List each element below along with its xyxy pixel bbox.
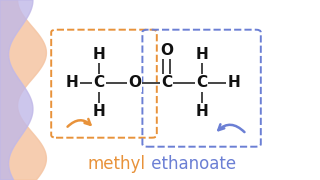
Text: methyl: methyl <box>88 155 146 173</box>
Text: H: H <box>93 46 106 62</box>
Text: H: H <box>227 75 240 90</box>
Text: H: H <box>195 104 208 119</box>
Text: ethanoate: ethanoate <box>146 155 236 173</box>
Text: C: C <box>161 75 172 90</box>
Text: H: H <box>93 104 106 119</box>
Text: O: O <box>160 43 173 58</box>
Text: H: H <box>66 75 78 90</box>
Text: C: C <box>94 75 105 90</box>
Text: C: C <box>196 75 207 90</box>
Text: O: O <box>128 75 141 90</box>
Text: H: H <box>195 46 208 62</box>
